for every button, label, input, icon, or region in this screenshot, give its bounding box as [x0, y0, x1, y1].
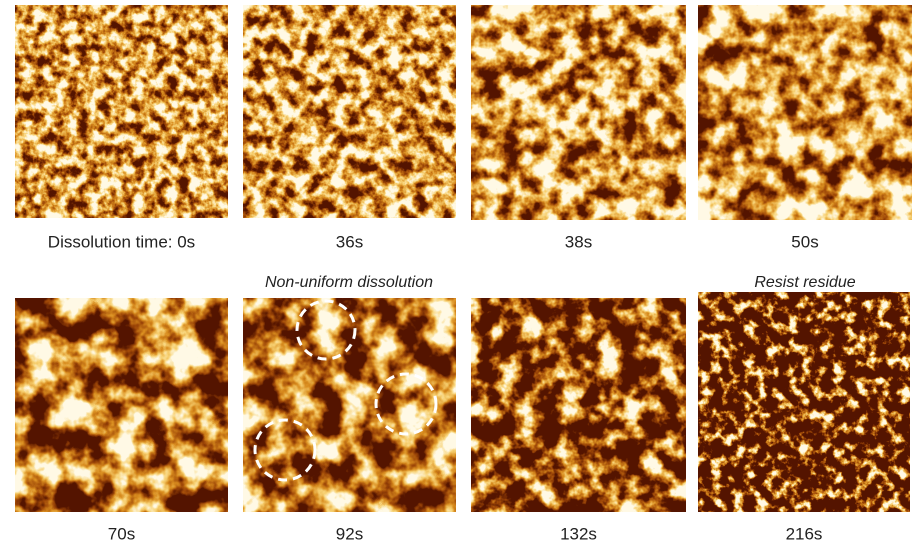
afm-image	[471, 298, 686, 512]
annotation: Resist residue	[754, 274, 855, 291]
time-label: 216s	[786, 524, 823, 543]
time-label: 70s	[108, 524, 135, 543]
afm-image	[243, 298, 456, 512]
afm-image	[471, 5, 686, 220]
annotation: Non-uniform dissolution	[265, 274, 433, 291]
time-label: 92s	[336, 524, 363, 543]
time-label: Dissolution time: 0s	[48, 232, 195, 251]
afm-image	[15, 298, 228, 512]
time-label: 36s	[336, 232, 363, 251]
afm-panel: 38s	[471, 5, 686, 251]
afm-panel: 92s	[243, 298, 456, 543]
afm-panel: 50s	[698, 5, 912, 251]
afm-panel: 216s	[698, 292, 910, 543]
page: Dissolution time: 0s 36s 38s 50s 70s 92s 132s 2…	[0, 0, 920, 550]
time-label: 38s	[565, 232, 592, 251]
afm-panel: 70s	[15, 298, 228, 543]
afm-panel: 132s	[471, 298, 686, 543]
time-label: 50s	[791, 232, 818, 251]
afm-image	[15, 5, 228, 218]
afm-image	[243, 5, 456, 218]
afm-image	[698, 292, 910, 512]
afm-image	[698, 5, 912, 220]
afm-panel: Dissolution time: 0s	[15, 5, 228, 251]
figure: Dissolution time: 0s 36s 38s 50s 70s 92s 132s 2…	[0, 0, 920, 550]
afm-panel: 36s	[243, 5, 456, 251]
time-label: 132s	[560, 524, 597, 543]
